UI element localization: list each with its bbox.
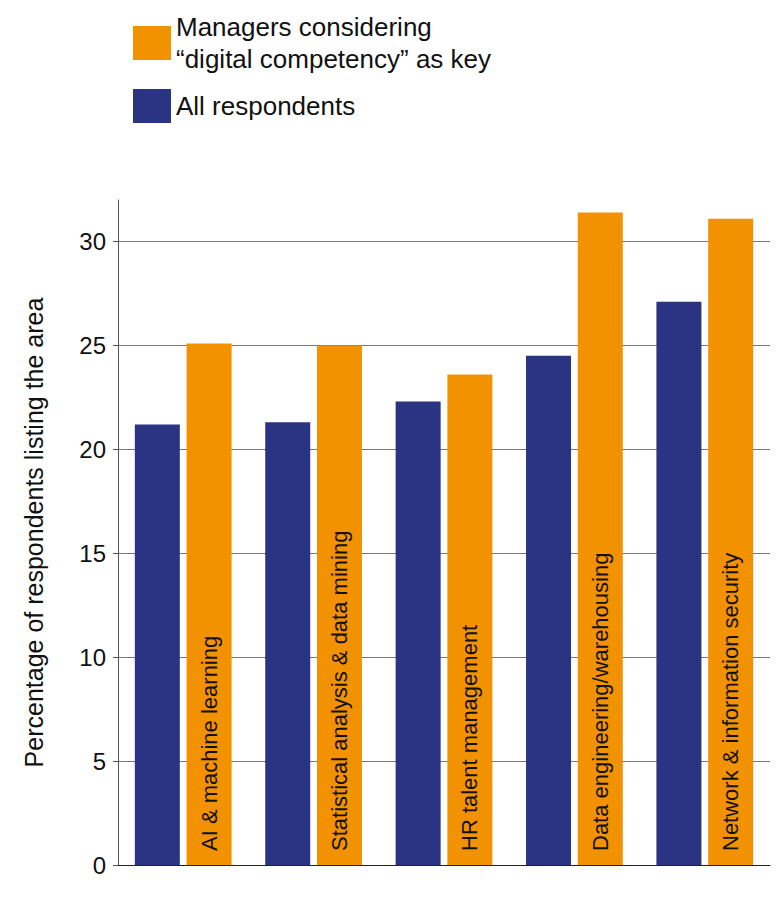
svg-text:All respondents: All respondents [176,91,355,121]
svg-text:30: 30 [79,228,106,255]
svg-text:Network & information security: Network & information security [718,553,743,851]
svg-text:10: 10 [79,644,106,671]
svg-text:25: 25 [79,332,106,359]
svg-text:HR talent management: HR talent management [457,625,482,851]
svg-text:AI & machine learning: AI & machine learning [197,636,222,851]
svg-text:Data engineering/warehousing: Data engineering/warehousing [588,553,613,851]
svg-text:0: 0 [93,852,106,879]
svg-text:“digital competency” as key: “digital competency” as key [176,44,491,74]
svg-text:Percentage of respondents list: Percentage of respondents listing the ar… [20,298,48,768]
svg-text:20: 20 [79,436,106,463]
svg-text:15: 15 [79,540,106,567]
svg-text:Managers considering: Managers considering [176,12,439,42]
svg-text:Statistical analysis & data mi: Statistical analysis & data mining [327,531,352,851]
svg-text:5: 5 [93,748,106,775]
